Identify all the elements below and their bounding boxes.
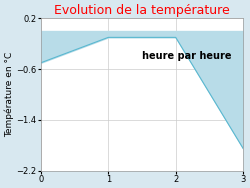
Y-axis label: Température en °C: Température en °C	[4, 52, 14, 137]
Title: Evolution de la température: Evolution de la température	[54, 4, 230, 17]
Text: heure par heure: heure par heure	[142, 51, 231, 61]
